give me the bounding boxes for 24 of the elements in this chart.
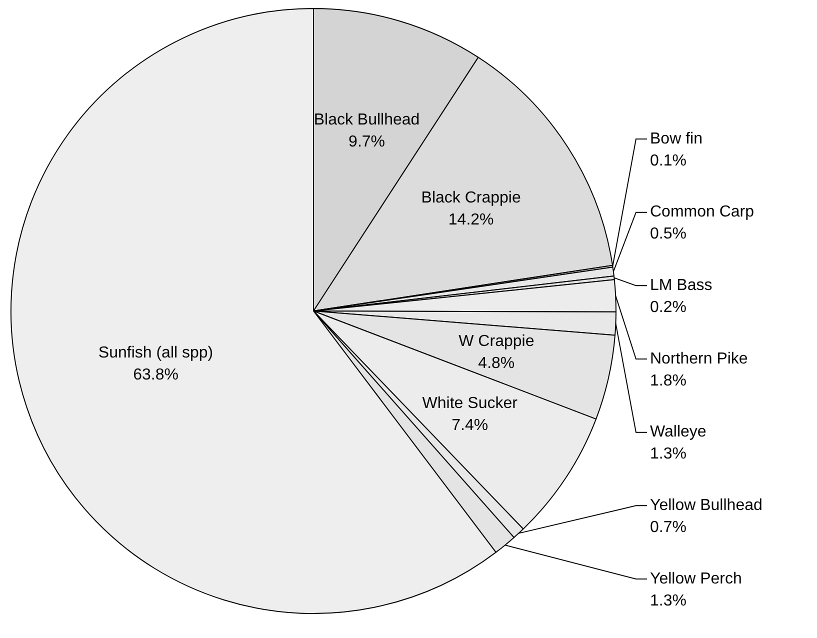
data-label: 1.8% <box>650 372 686 390</box>
slice-label: Sunfish (all spp) <box>98 344 214 362</box>
data-label: 0.2% <box>650 299 686 316</box>
data-label: 63.8% <box>133 366 178 384</box>
data-label: 14.2% <box>448 212 494 229</box>
slice-label: Yellow Perch <box>650 570 742 588</box>
slice-label: Black Crappie <box>421 190 521 207</box>
slice-label: White Sucker <box>422 394 518 412</box>
slice-label: LM Bass <box>650 277 712 294</box>
data-label: 1.3% <box>650 446 686 463</box>
data-label: 4.8% <box>478 354 515 372</box>
slice-label: Black Bullhead <box>314 112 420 129</box>
slice-label: Common Carp <box>650 204 754 221</box>
slice-label: Northern Pike <box>650 350 748 368</box>
slice-label: Yellow Bullhead <box>650 497 762 514</box>
data-label: 0.1% <box>650 152 686 170</box>
slice-label: Walleye <box>650 424 706 441</box>
slice-label: W Crappie <box>458 332 534 350</box>
data-label: 1.3% <box>650 592 686 610</box>
slice-label: Bow fin <box>650 130 702 148</box>
data-label: 9.7% <box>348 134 386 151</box>
data-label: 7.4% <box>452 416 488 434</box>
data-label: 0.5% <box>650 226 686 243</box>
data-label: 0.7% <box>650 519 686 536</box>
